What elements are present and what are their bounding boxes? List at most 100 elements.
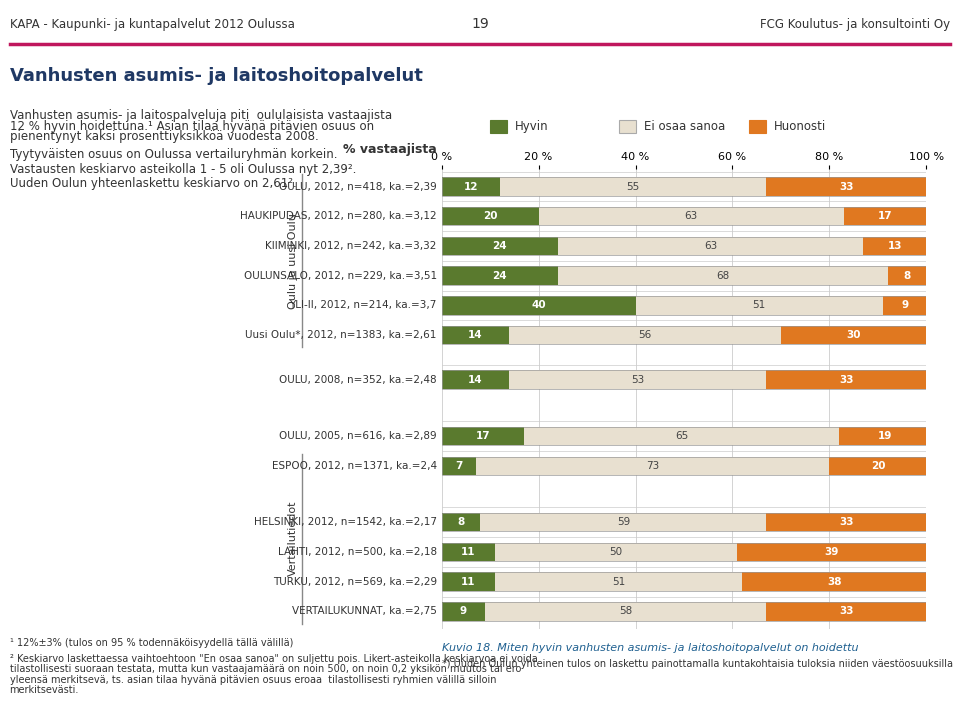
Bar	[442, 602, 926, 621]
Text: 14: 14	[468, 375, 483, 385]
Text: yleensä merkitsevä, ts. asian tilaa hyvänä pitävien osuus eroaa  tilastollisesti: yleensä merkitsevä, ts. asian tilaa hyvä…	[10, 675, 496, 685]
Text: 68: 68	[716, 271, 730, 280]
Text: 8: 8	[903, 271, 911, 280]
Bar	[844, 207, 926, 226]
Text: Ei osaa sanoa: Ei osaa sanoa	[644, 120, 726, 133]
Bar	[442, 513, 480, 531]
Bar	[500, 177, 766, 195]
Bar	[766, 370, 926, 389]
Text: 51: 51	[753, 300, 766, 310]
Bar	[442, 296, 636, 314]
Text: 40: 40	[531, 300, 546, 310]
Bar	[442, 266, 558, 285]
Text: 17: 17	[475, 431, 491, 441]
Text: Hyvin: Hyvin	[515, 120, 548, 133]
Bar	[442, 427, 931, 445]
Bar	[442, 456, 926, 475]
Text: KIIMINKI, 2012, n=242, ka.=3,32: KIIMINKI, 2012, n=242, ka.=3,32	[265, 241, 437, 251]
Bar	[442, 237, 558, 255]
Text: 12: 12	[464, 181, 478, 191]
Bar	[480, 513, 766, 531]
Bar	[442, 207, 539, 226]
Text: 11: 11	[461, 547, 475, 557]
Bar	[781, 326, 926, 344]
Bar	[737, 543, 926, 561]
Text: 33: 33	[839, 375, 853, 385]
Text: Kuvio 18. Miten hyvin vanhusten asumis- ja laitoshoitopalvelut on hoidettu: Kuvio 18. Miten hyvin vanhusten asumis- …	[442, 643, 858, 653]
Text: pienentynyt kaksi prosenttiyksikköä vuodesta 2008.: pienentynyt kaksi prosenttiyksikköä vuod…	[10, 130, 319, 143]
Bar	[524, 427, 839, 445]
Bar	[442, 326, 926, 344]
Text: 33: 33	[839, 517, 853, 527]
Text: 63: 63	[704, 241, 717, 251]
Text: 39: 39	[825, 547, 839, 557]
Bar	[442, 456, 475, 475]
Bar	[442, 543, 926, 561]
Text: 50: 50	[610, 547, 623, 557]
Text: HELSINKI, 2012, n=1542, ka.=2,17: HELSINKI, 2012, n=1542, ka.=2,17	[253, 517, 437, 527]
Text: 65: 65	[675, 431, 688, 441]
Bar	[829, 456, 926, 475]
Bar	[442, 370, 926, 389]
Bar	[539, 207, 844, 226]
Text: 55: 55	[627, 181, 639, 191]
Text: VERTAILUKUNNAT, ka.=2,75: VERTAILUKUNNAT, ka.=2,75	[292, 607, 437, 617]
Text: 12 % hyvin hoidettuna.¹ Asian tilaa hyvänä pitävien osuus on: 12 % hyvin hoidettuna.¹ Asian tilaa hyvä…	[10, 120, 373, 132]
Text: Huonosti: Huonosti	[774, 120, 826, 133]
Text: 33: 33	[839, 607, 853, 617]
Bar	[442, 572, 495, 591]
Text: 17: 17	[877, 212, 893, 221]
Bar	[442, 572, 926, 591]
Bar	[636, 296, 883, 314]
Text: 63: 63	[684, 212, 698, 221]
Bar	[442, 237, 926, 255]
Text: 56: 56	[638, 330, 652, 340]
Text: 13: 13	[888, 241, 902, 251]
Text: HAUKIPUDAS, 2012, n=280, ka.=3,12: HAUKIPUDAS, 2012, n=280, ka.=3,12	[240, 212, 437, 221]
Bar	[442, 296, 926, 314]
Text: OULUNSALO, 2012, n=229, ka.=3,51: OULUNSALO, 2012, n=229, ka.=3,51	[244, 271, 437, 280]
Text: merkitsevästi.: merkitsevästi.	[10, 685, 79, 695]
Text: Vanhusten asumis- ja laitospalveluja piti  oululaisista vastaajista: Vanhusten asumis- ja laitospalveluja pit…	[10, 109, 392, 122]
Text: OULU, 2008, n=352, ka.=2,48: OULU, 2008, n=352, ka.=2,48	[279, 375, 437, 385]
Text: 53: 53	[632, 375, 644, 385]
Text: ¹ 12%±3% (tulos on 95 % todennäköisyydellä tällä välillä): ¹ 12%±3% (tulos on 95 % todennäköisyydel…	[10, 638, 293, 648]
Bar	[442, 266, 926, 285]
Bar	[442, 427, 524, 445]
Text: 51: 51	[612, 576, 625, 586]
Bar	[442, 326, 510, 344]
Bar	[442, 370, 510, 389]
Bar	[510, 326, 781, 344]
Bar	[558, 266, 888, 285]
Text: Vastausten keskiarvo asteikolla 1 - 5 oli Oulussa nyt 2,39².: Vastausten keskiarvo asteikolla 1 - 5 ol…	[10, 163, 356, 176]
Bar	[510, 370, 766, 389]
Text: TURKU, 2012, n=569, ka.=2,29: TURKU, 2012, n=569, ka.=2,29	[273, 576, 437, 586]
Text: 14: 14	[468, 330, 483, 340]
Text: 9: 9	[460, 607, 467, 617]
Text: YLI-II, 2012, n=214, ka.=3,7: YLI-II, 2012, n=214, ka.=3,7	[289, 300, 437, 310]
Text: 33: 33	[839, 181, 853, 191]
Text: Vertailutiedot: Vertailutiedot	[288, 501, 298, 576]
Text: 7: 7	[455, 460, 463, 471]
Text: *) Uuden Oulun yhteinen tulos on laskettu painottamalla kuntakohtaisia tuloksia : *) Uuden Oulun yhteinen tulos on laskett…	[442, 659, 952, 669]
Text: 58: 58	[619, 607, 633, 617]
Text: 59: 59	[616, 517, 630, 527]
Bar	[475, 456, 829, 475]
Bar	[495, 543, 737, 561]
Bar	[558, 237, 863, 255]
Bar	[766, 513, 926, 531]
Text: tilastollisesti suoraan testata, mutta kun vastaajamäärä on noin 500, on noin 0,: tilastollisesti suoraan testata, mutta k…	[10, 664, 521, 674]
Text: Uusi Oulu*, 2012, n=1383, ka.=2,61: Uusi Oulu*, 2012, n=1383, ka.=2,61	[246, 330, 437, 340]
Text: 20: 20	[483, 212, 497, 221]
Text: 73: 73	[646, 460, 660, 471]
Text: Uuden Oulun yhteenlaskettu keskiarvo on 2,61².: Uuden Oulun yhteenlaskettu keskiarvo on …	[10, 177, 297, 190]
Bar	[485, 602, 766, 621]
Text: 38: 38	[827, 576, 842, 586]
Bar	[883, 296, 926, 314]
Text: 8: 8	[457, 517, 465, 527]
Text: 19: 19	[878, 431, 893, 441]
Text: 24: 24	[492, 271, 507, 280]
Text: 9: 9	[901, 300, 908, 310]
Text: Vanhusten asumis- ja laitoshoitopalvelut: Vanhusten asumis- ja laitoshoitopalvelut	[10, 67, 422, 85]
Text: FCG Koulutus- ja konsultointi Oy: FCG Koulutus- ja konsultointi Oy	[760, 18, 950, 30]
